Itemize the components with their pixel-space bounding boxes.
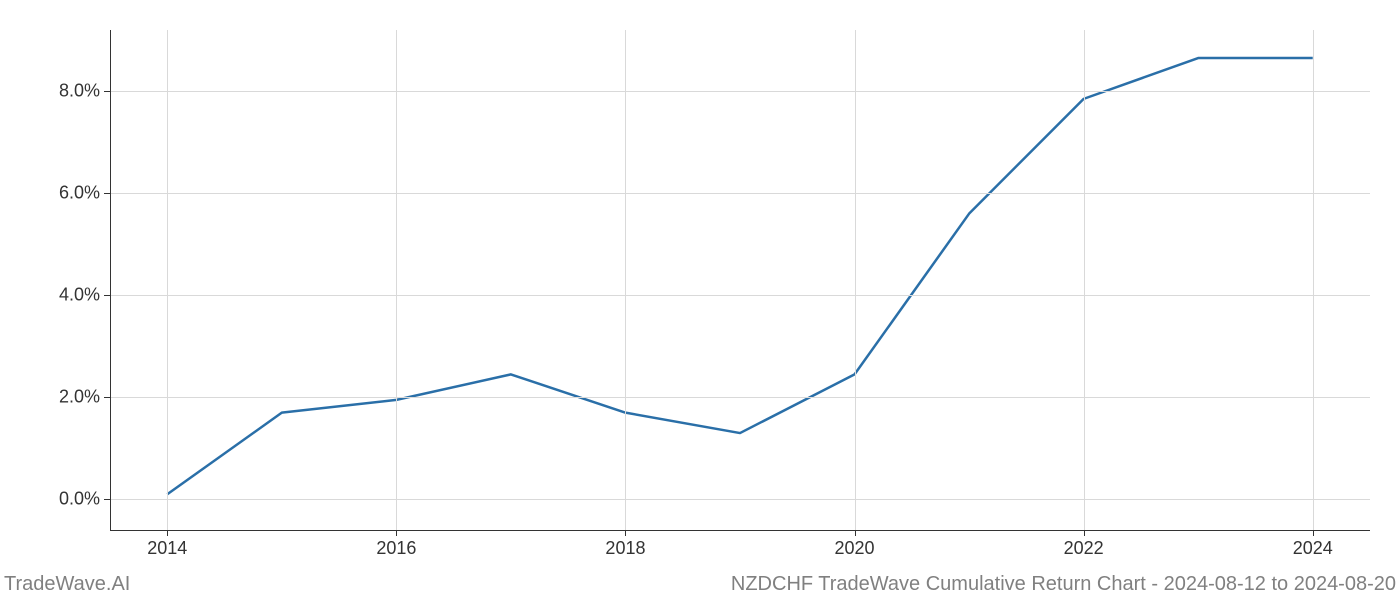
series-line	[167, 58, 1312, 494]
chart-container: 0.0%2.0%4.0%6.0%8.0%20142016201820202022…	[0, 0, 1400, 600]
y-axis-spine	[110, 30, 111, 530]
grid-line-horizontal	[110, 91, 1370, 92]
grid-line-vertical	[625, 30, 626, 530]
y-tick-label: 6.0%	[59, 183, 110, 204]
x-axis-spine	[110, 530, 1370, 531]
grid-line-horizontal	[110, 397, 1370, 398]
line-chart-svg	[110, 30, 1370, 530]
grid-line-vertical	[396, 30, 397, 530]
y-tick-label: 8.0%	[59, 81, 110, 102]
grid-line-vertical	[1084, 30, 1085, 530]
grid-line-vertical	[167, 30, 168, 530]
plot-area: 0.0%2.0%4.0%6.0%8.0%20142016201820202022…	[110, 30, 1370, 530]
grid-line-horizontal	[110, 295, 1370, 296]
grid-line-horizontal	[110, 499, 1370, 500]
grid-line-vertical	[1313, 30, 1314, 530]
y-tick-label: 4.0%	[59, 285, 110, 306]
y-tick-label: 0.0%	[59, 489, 110, 510]
grid-line-horizontal	[110, 193, 1370, 194]
footer-left-label: TradeWave.AI	[4, 573, 130, 596]
y-tick-label: 2.0%	[59, 387, 110, 408]
grid-line-vertical	[855, 30, 856, 530]
footer-right-label: NZDCHF TradeWave Cumulative Return Chart…	[731, 573, 1396, 596]
